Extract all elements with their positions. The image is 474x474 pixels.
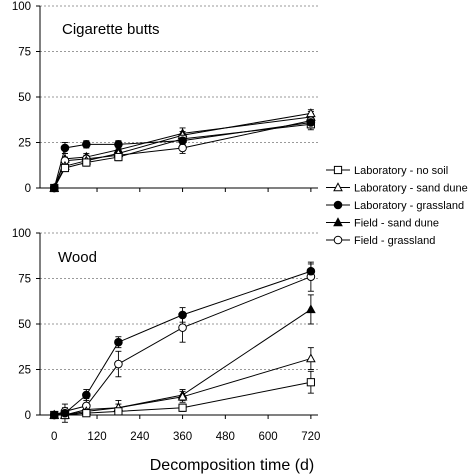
x-tick-label: 720 bbox=[301, 431, 320, 443]
x-axis-label: Decomposition time (d) bbox=[150, 457, 315, 474]
data-point bbox=[60, 143, 70, 153]
panel-title: Wood bbox=[58, 249, 97, 266]
data-point bbox=[178, 323, 187, 332]
y-tick-label: 0 bbox=[25, 183, 31, 195]
data-point bbox=[178, 310, 187, 320]
data-point bbox=[306, 304, 316, 314]
y-tick-label: 50 bbox=[18, 319, 31, 331]
data-point bbox=[49, 183, 59, 193]
data-point bbox=[49, 410, 59, 420]
panel-wood: 0 25 50 75 100 0 120 240 360 480 600 720 Wood bbox=[12, 228, 321, 443]
y-tick-label: 0 bbox=[25, 410, 31, 422]
x-tick-label: 600 bbox=[259, 431, 278, 443]
legend-label: Laboratory - no soil bbox=[354, 165, 448, 177]
data-point bbox=[178, 136, 187, 145]
data-point bbox=[114, 152, 123, 162]
data-point bbox=[333, 182, 343, 192]
data-point bbox=[306, 378, 315, 387]
data-point bbox=[333, 165, 343, 175]
legend-label: Laboratory - grassland bbox=[354, 200, 464, 212]
data-point bbox=[114, 407, 123, 416]
data-point bbox=[306, 266, 316, 276]
data-point bbox=[333, 217, 343, 227]
panel-title: Cigarette butts bbox=[62, 21, 160, 38]
legend-label: Laboratory - sand dune bbox=[354, 183, 468, 195]
legend-label: Field - grassland bbox=[354, 235, 435, 247]
x-tick-label: 360 bbox=[173, 431, 192, 443]
y-tick-label: 100 bbox=[12, 228, 31, 240]
y-tick-label: 50 bbox=[18, 92, 31, 104]
x-tick-label: 0 bbox=[51, 431, 57, 443]
data-point bbox=[114, 359, 123, 369]
data-point bbox=[82, 158, 91, 167]
data-point bbox=[60, 408, 70, 418]
data-point bbox=[333, 200, 343, 210]
y-tick-label: 75 bbox=[18, 274, 31, 286]
data-point bbox=[114, 140, 123, 149]
data-point bbox=[60, 163, 70, 173]
data-point bbox=[333, 235, 343, 245]
y-tick-label: 100 bbox=[12, 1, 31, 13]
data-point bbox=[82, 140, 91, 149]
y-tick-label: 25 bbox=[18, 138, 31, 150]
y-tick-label: 25 bbox=[18, 365, 31, 377]
y-tick-label: 75 bbox=[18, 47, 31, 59]
panel-cigarette-butts: 0 25 50 75 100 Cigarette butts bbox=[12, 1, 318, 195]
data-point bbox=[177, 391, 188, 401]
data-point bbox=[114, 337, 123, 347]
data-point bbox=[178, 403, 187, 412]
x-tick-label: 120 bbox=[87, 431, 106, 443]
x-tick-label: 240 bbox=[130, 431, 149, 443]
series-line bbox=[53, 121, 311, 189]
data-point bbox=[82, 390, 91, 400]
data-point bbox=[178, 143, 187, 153]
legend: Laboratory - no soil Laboratory - sand du… bbox=[326, 165, 468, 247]
data-point bbox=[306, 118, 316, 127]
data-point bbox=[306, 108, 316, 118]
data-point bbox=[82, 409, 91, 418]
legend-label: Field - sand dune bbox=[354, 218, 439, 230]
x-tick-label: 480 bbox=[216, 431, 235, 443]
data-point bbox=[306, 353, 316, 363]
